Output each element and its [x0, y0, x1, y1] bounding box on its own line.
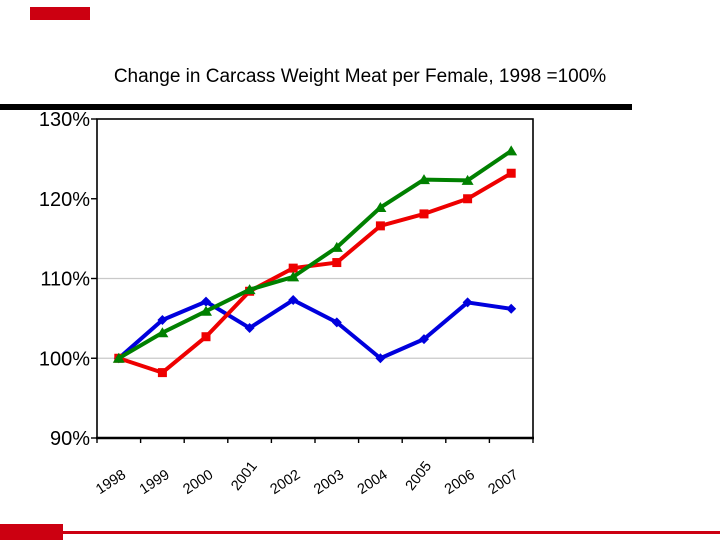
green-triangle-series-marker [200, 305, 212, 316]
chart-title: Change in Carcass Weight Meat per Female… [113, 66, 607, 87]
red-square-series-marker [332, 258, 342, 268]
x-axis-label: 1999 [137, 467, 173, 498]
x-axis-label: 2002 [268, 467, 304, 498]
slide-accent-bottom-bar [0, 524, 63, 540]
red-square-series-marker [288, 263, 298, 273]
slide-accent-bottom-line [0, 531, 720, 534]
blue-diamond-series-marker [331, 317, 342, 328]
red-square-series-marker [201, 332, 211, 342]
blue-diamond-series-marker [288, 295, 299, 306]
red-square-series-marker [157, 368, 167, 378]
y-axis-label: 130% [39, 109, 90, 131]
title-underline-rule [0, 104, 632, 110]
x-axis-label: 2004 [355, 467, 391, 498]
x-axis-label: 2007 [486, 467, 522, 498]
blue-diamond-series-marker [201, 296, 211, 307]
y-axis-label: 120% [39, 189, 90, 211]
green-triangle-series-marker [156, 327, 169, 338]
green-triangle-series-line [117, 149, 513, 360]
red-square-series-marker [506, 168, 516, 178]
green-triangle-series-marker [287, 271, 300, 282]
green-triangle-series-marker [330, 241, 343, 252]
blue-diamond-series-marker [375, 353, 386, 364]
y-axis-label: 100% [39, 348, 90, 370]
green-triangle-series-marker [374, 202, 387, 213]
blue-diamond-series-marker [419, 334, 429, 345]
green-triangle-series-marker [112, 352, 125, 363]
x-axis-label: 2000 [180, 467, 216, 498]
x-axis-label: 1998 [93, 467, 129, 498]
blue-diamond-series-marker [244, 322, 255, 333]
slide-accent-top-bar [30, 7, 90, 20]
x-axis-label: 2005 [403, 459, 435, 494]
blue-diamond-series-marker [506, 303, 517, 314]
red-square-series-marker [463, 194, 473, 204]
green-triangle-series-marker [243, 284, 256, 295]
y-axis-label: 110% [40, 269, 90, 291]
blue-diamond-series-marker [157, 314, 168, 325]
blue-diamond-series-line [117, 298, 512, 361]
red-square-series-marker [419, 209, 429, 219]
green-triangle-series-marker [461, 174, 474, 185]
green-triangle-series-marker [418, 174, 430, 185]
x-axis-label: 2006 [442, 467, 478, 498]
y-axis-label: 90% [50, 428, 90, 450]
red-square-series-line [118, 171, 513, 375]
x-axis-label: 2001 [228, 459, 260, 494]
green-triangle-series-marker [505, 145, 518, 156]
red-square-series-marker [375, 221, 385, 231]
x-axis-label: 2003 [311, 467, 347, 498]
blue-diamond-series-marker [462, 297, 473, 308]
